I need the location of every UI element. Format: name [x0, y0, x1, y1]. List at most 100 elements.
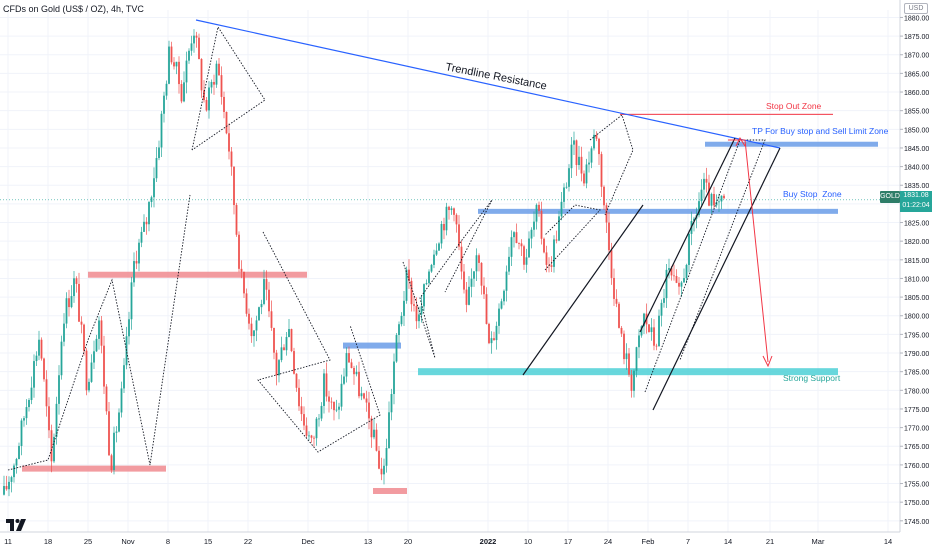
x-tick-label: 2022 — [480, 537, 497, 546]
candle-body — [270, 311, 273, 328]
price-zones — [0, 113, 900, 494]
candle-body — [108, 411, 110, 456]
candle-body — [130, 282, 133, 320]
candle-body — [525, 257, 528, 265]
candle-body — [123, 365, 125, 389]
candle-body — [83, 324, 85, 351]
candle-body — [518, 243, 520, 244]
candle-body — [163, 95, 165, 114]
candle-body — [405, 269, 408, 301]
trend-line — [522, 204, 644, 376]
candle-body — [425, 283, 428, 285]
candle-body — [395, 335, 398, 362]
candle-body — [345, 353, 348, 377]
x-tick-label: Mar — [812, 537, 825, 546]
candle-body — [720, 195, 723, 202]
candle-body — [28, 400, 30, 408]
candle-body — [660, 302, 663, 316]
pattern-outline — [544, 204, 601, 271]
candle-body — [305, 425, 308, 436]
candle-body — [618, 303, 620, 328]
x-tick-label: 21 — [766, 537, 774, 546]
candle-body — [330, 401, 333, 403]
x-tick-label: 24 — [604, 537, 612, 546]
candle-body — [543, 238, 545, 253]
y-tick-label: 1845.00 — [904, 146, 929, 153]
candle-body — [375, 429, 378, 451]
y-tick-label: 1775.00 — [904, 407, 929, 414]
candle-body — [550, 265, 553, 267]
candle-body — [713, 193, 715, 206]
candle-body — [600, 154, 603, 187]
y-tick-label: 1810.00 — [904, 276, 929, 283]
candle-body — [568, 168, 570, 187]
candle-body — [640, 326, 643, 336]
candle-body — [288, 329, 290, 337]
y-tick-label: 1795.00 — [904, 332, 929, 339]
chart-grid — [0, 10, 900, 532]
candle-body — [178, 61, 180, 85]
candle-body — [685, 264, 688, 279]
price-axis[interactable]: 1745.00 1750.00 1755.00 1760.00 1765.00 1770.… — [900, 15, 929, 526]
candle-body — [628, 353, 630, 375]
candle-body — [303, 414, 305, 426]
candle-body — [95, 338, 98, 352]
candle-body — [670, 268, 673, 276]
candle-body — [125, 336, 128, 366]
candle-body — [73, 278, 75, 297]
candle-body — [485, 294, 488, 324]
candle-body — [175, 61, 178, 67]
candle-body — [75, 278, 78, 284]
candle-body — [285, 336, 288, 351]
candle-body — [238, 234, 240, 269]
candle-body — [408, 269, 410, 281]
candle-body — [505, 271, 508, 291]
candle-body — [55, 403, 58, 437]
candle-body — [215, 63, 218, 85]
candle-body — [623, 333, 625, 360]
candle-body — [203, 90, 205, 101]
candle-body — [610, 250, 613, 278]
candle-body — [235, 205, 238, 235]
candle-body — [150, 197, 153, 203]
time-axis[interactable]: 11 18 25 Nov 8 15 22 Dec 13 20 2022 10 17 24 Feb 7 14 21 M… — [4, 537, 892, 546]
candle-body — [50, 430, 53, 462]
candle-body — [658, 315, 660, 347]
candle-body — [48, 406, 50, 431]
candle-body — [180, 84, 183, 102]
candle-body — [473, 271, 475, 279]
candle-body — [480, 262, 483, 286]
candle-body — [68, 298, 70, 308]
candle-body — [538, 204, 540, 211]
bar-countdown: 01:22:04 — [902, 202, 930, 209]
candle-body — [220, 75, 223, 97]
candle-body — [170, 46, 173, 63]
arrow-head — [762, 355, 773, 368]
y-tick-label: 1820.00 — [904, 239, 929, 246]
candle-body — [228, 133, 230, 152]
candle-body — [643, 313, 645, 327]
candle-body — [143, 221, 145, 232]
x-tick-label: 25 — [84, 537, 92, 546]
candle-body — [263, 279, 265, 304]
candle-body — [383, 465, 385, 475]
candle-body — [455, 214, 458, 225]
stop-out-zone-label: Stop Out Zone — [766, 101, 822, 111]
candle-body — [148, 202, 150, 225]
candle-body — [15, 459, 18, 466]
candle-body — [25, 407, 28, 419]
currency-label[interactable]: USD — [904, 3, 928, 14]
pattern-drawings — [7, 25, 766, 471]
candle-body — [580, 156, 583, 174]
candle-body — [463, 271, 465, 290]
candle-body — [210, 81, 213, 88]
candle-body — [380, 468, 383, 475]
candle-body — [723, 195, 725, 199]
x-tick-label: Dec — [301, 537, 315, 546]
candle-body — [523, 246, 525, 265]
candle-body — [18, 445, 20, 460]
candle-body — [188, 50, 190, 61]
candle-body — [318, 418, 320, 420]
candle-body — [438, 243, 440, 251]
